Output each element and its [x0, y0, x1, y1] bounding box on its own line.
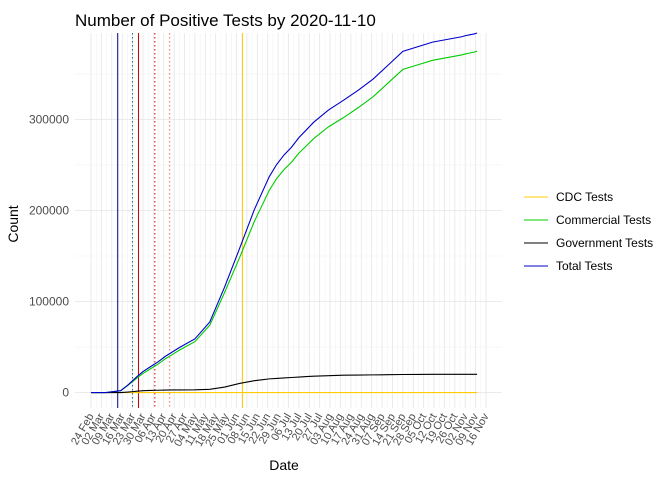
y-tick-label: 200000	[29, 203, 69, 217]
grid	[75, 33, 502, 408]
y-tick-label: 300000	[29, 112, 69, 126]
series-line	[91, 373, 478, 394]
x-axis-title: Date	[269, 457, 299, 473]
y-tick-label: 100000	[29, 295, 69, 309]
reference-lines	[117, 33, 243, 408]
legend-label: Total Tests	[556, 259, 612, 273]
y-axis-title: Count	[5, 205, 21, 242]
series-line	[91, 32, 478, 394]
legend-label: Commercial Tests	[556, 213, 651, 227]
y-axis-ticks: 0 100000 200000 300000	[29, 112, 69, 399]
series-line	[91, 50, 478, 394]
legend-label: CDC Tests	[556, 190, 613, 204]
chart-title: Number of Positive Tests by 2020-11-10	[75, 11, 376, 30]
series-lines	[91, 32, 478, 394]
y-tick-label: 0	[62, 386, 69, 400]
legend-label: Government Tests	[556, 236, 653, 250]
legend: CDC Tests Commercial Tests Government Test…	[524, 190, 653, 273]
